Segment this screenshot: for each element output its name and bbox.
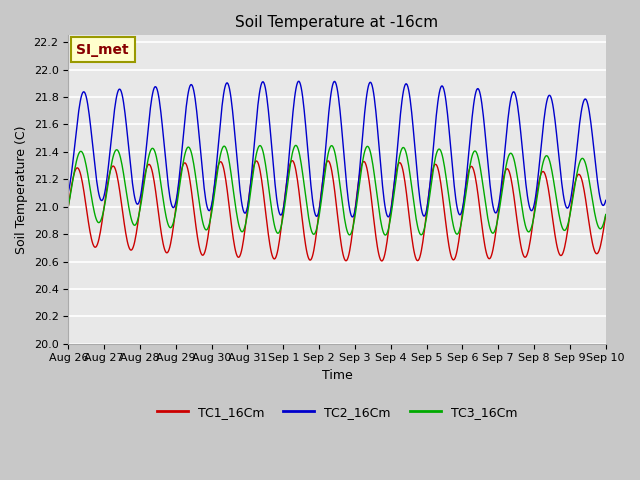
- Y-axis label: Soil Temperature (C): Soil Temperature (C): [15, 125, 28, 254]
- Text: SI_met: SI_met: [76, 43, 129, 57]
- TC2_16Cm: [554, 145, 562, 151]
- TC3_16Cm: [205, 221, 213, 227]
- TC2_16Cm: [182, 104, 190, 109]
- Line: TC3_16Cm: TC3_16Cm: [68, 145, 605, 235]
- TC2_16Cm: [349, 214, 356, 220]
- TC3_16Cm: [65, 204, 72, 209]
- TC3_16Cm: [435, 146, 443, 152]
- TC1_16Cm: [65, 204, 72, 210]
- TC2_16Cm: [602, 197, 609, 203]
- Title: Soil Temperature at -16cm: Soil Temperature at -16cm: [236, 15, 438, 30]
- TC2_16Cm: [330, 80, 337, 86]
- Line: TC1_16Cm: TC1_16Cm: [68, 161, 605, 261]
- TC1_16Cm: [205, 224, 213, 229]
- TC1_16Cm: [435, 171, 443, 177]
- TC2_16Cm: [205, 208, 213, 214]
- TC3_16Cm: [330, 144, 337, 150]
- TC1_16Cm: [289, 158, 296, 164]
- TC2_16Cm: [435, 90, 443, 96]
- Line: TC2_16Cm: TC2_16Cm: [68, 81, 605, 217]
- Legend: TC1_16Cm, TC2_16Cm, TC3_16Cm: TC1_16Cm, TC2_16Cm, TC3_16Cm: [152, 401, 522, 424]
- TC1_16Cm: [378, 258, 386, 264]
- TC1_16Cm: [182, 161, 190, 167]
- TC1_16Cm: [330, 178, 337, 183]
- TC3_16Cm: [182, 147, 190, 153]
- X-axis label: Time: Time: [322, 369, 353, 382]
- TC1_16Cm: [383, 244, 390, 250]
- TC3_16Cm: [381, 232, 389, 238]
- TC2_16Cm: [383, 210, 390, 216]
- TC3_16Cm: [292, 143, 300, 148]
- TC3_16Cm: [602, 212, 609, 217]
- TC2_16Cm: [295, 78, 303, 84]
- TC1_16Cm: [602, 212, 609, 218]
- TC3_16Cm: [383, 232, 390, 238]
- TC2_16Cm: [65, 189, 72, 195]
- TC1_16Cm: [554, 247, 562, 253]
- TC3_16Cm: [554, 206, 562, 212]
